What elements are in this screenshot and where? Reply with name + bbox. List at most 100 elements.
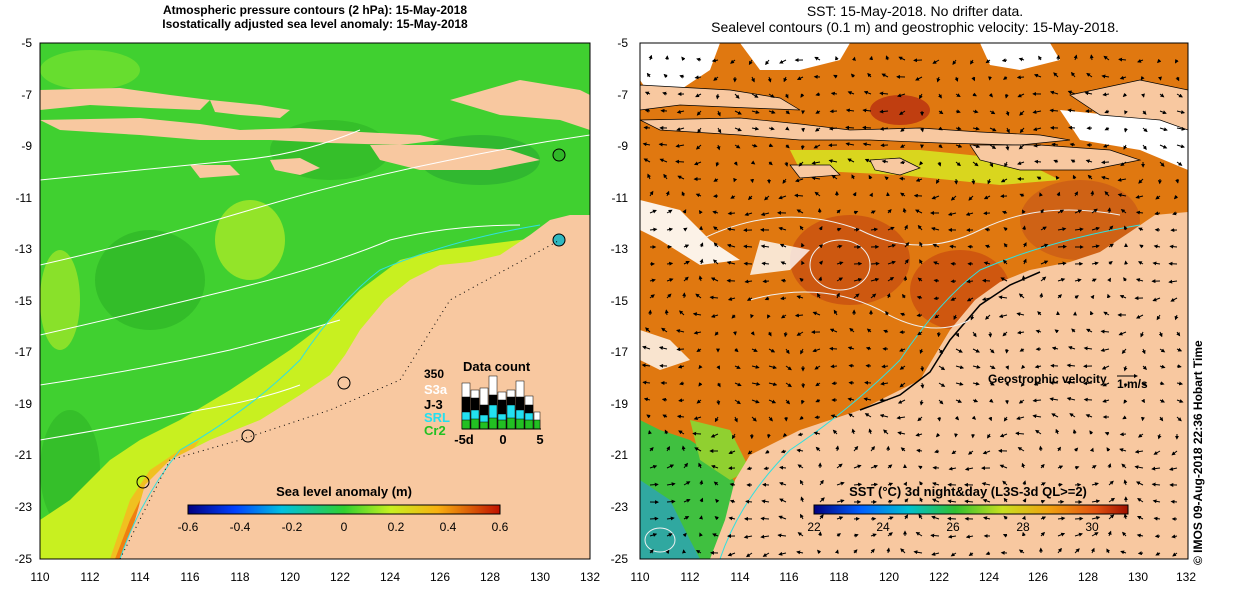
velocity-arrow (696, 399, 702, 404)
velocity-arrow (694, 447, 702, 452)
velocity-arrow (699, 532, 703, 537)
velocity-arrow (887, 208, 892, 214)
velocity-arrow (937, 416, 942, 422)
velocity-arrow (919, 259, 923, 265)
velocity-arrow (947, 499, 957, 504)
velocity-arrow (666, 261, 674, 266)
velocity-arrow (981, 297, 991, 302)
velocity-arrow (947, 534, 957, 539)
velocity-arrow (887, 499, 893, 504)
velocity-arrow (1083, 381, 1093, 386)
velocity-arrow (683, 481, 691, 486)
velocity-arrow (782, 432, 788, 438)
velocity-arrow (983, 195, 991, 200)
velocity-arrow (971, 178, 976, 185)
sla-colorbar-label: Sea level anomaly (m) (276, 484, 412, 499)
velocity-arrow (904, 498, 909, 503)
velocity-arrow (778, 195, 787, 200)
velocity-arrow (665, 190, 670, 197)
velocity-arrow (834, 549, 839, 554)
velocity-arrow (1142, 110, 1147, 115)
velocity-arrow (938, 399, 944, 405)
velocity-arrow (989, 381, 995, 386)
velocity-arrow (649, 482, 659, 487)
velocity-arrow (919, 348, 924, 355)
velocity-arrow (1004, 93, 1009, 99)
velocity-arrow (1168, 279, 1178, 284)
velocity-arrow (955, 93, 961, 98)
velocity-arrow (968, 450, 974, 455)
velocity-arrow (1017, 93, 1025, 98)
velocity-arrow (1068, 346, 1076, 350)
velocity-arrow (1038, 445, 1043, 452)
velocity-arrow (1159, 381, 1165, 386)
velocity-arrow (1108, 514, 1115, 520)
velocity-arrow (955, 109, 961, 114)
velocity-arrow (649, 278, 656, 283)
velocity-arrow (1140, 416, 1145, 422)
velocity-arrow (1090, 294, 1095, 300)
right-ytick: -17 (611, 345, 629, 359)
left-ytick: -5 (21, 36, 32, 50)
sst-colorbar-tick: 30 (1085, 520, 1099, 534)
velocity-arrow (768, 110, 776, 114)
velocity-arrow (779, 498, 787, 503)
velocity-arrow (933, 261, 940, 266)
right-xtick: 128 (1078, 570, 1098, 584)
velocity-arrow (1091, 278, 1097, 283)
velocity-arrow (1074, 548, 1080, 554)
velocity-arrow (972, 109, 979, 114)
velocity-arrow (1173, 195, 1179, 200)
velocity-arrow (950, 195, 957, 201)
velocity-arrow (966, 279, 974, 284)
velocity-arrow (887, 260, 896, 265)
velocity-arrow (1100, 348, 1110, 352)
velocity-arrow (716, 144, 721, 151)
velocity-arrow (1170, 297, 1178, 302)
velocity-arrow (869, 192, 873, 198)
velocity-arrow (1049, 90, 1059, 95)
velocity-arrow (751, 348, 758, 352)
velocity-arrow (780, 449, 787, 454)
velocity-arrow (797, 432, 804, 437)
velocity-arrow (1122, 92, 1128, 98)
velocity-arrow (716, 365, 720, 370)
velocity-arrow (904, 224, 908, 231)
velocity-arrow (851, 428, 856, 435)
velocity-arrow (881, 73, 889, 78)
velocity-arrow (699, 515, 703, 520)
velocity-arrow (847, 346, 855, 351)
velocity-arrow (727, 552, 736, 557)
velocity-arrow (1074, 278, 1082, 283)
velocity-arrow (1033, 381, 1042, 386)
velocity-arrow (1141, 93, 1145, 98)
velocity-arrow (819, 497, 825, 503)
velocity-arrow (914, 209, 923, 214)
velocity-arrow (1091, 532, 1099, 537)
velocity-arrow (967, 244, 974, 249)
velocity-arrow (862, 108, 872, 113)
velocity-arrow (1039, 192, 1043, 197)
velocity-arrow (1108, 260, 1113, 266)
left-ytick: -15 (15, 294, 33, 308)
velocity-arrow (1141, 348, 1146, 355)
velocity-arrow (989, 348, 995, 354)
sst-colorbar-label: SST (°C) 3d night&day (L3S-3d QL>=2) (849, 484, 1087, 499)
velocity-arrow (676, 414, 685, 419)
velocity-arrow (1022, 209, 1026, 214)
velocity-arrow (1057, 482, 1063, 487)
velocity-arrow (1040, 243, 1049, 248)
velocity-arrow (800, 399, 805, 405)
velocity-arrow (1106, 548, 1111, 554)
velocity-arrow (934, 449, 940, 454)
velocity-arrow (1117, 177, 1127, 182)
velocity-arrow (1083, 397, 1093, 402)
velocity-arrow (1100, 329, 1110, 334)
right-xtick: 124 (979, 570, 999, 584)
velocity-arrow (932, 482, 940, 486)
velocity-arrow (764, 296, 770, 301)
velocity-arrow (955, 126, 962, 131)
right-xtick: 114 (730, 570, 749, 584)
velocity-arrow (1089, 447, 1094, 453)
velocity-arrow (797, 532, 804, 537)
